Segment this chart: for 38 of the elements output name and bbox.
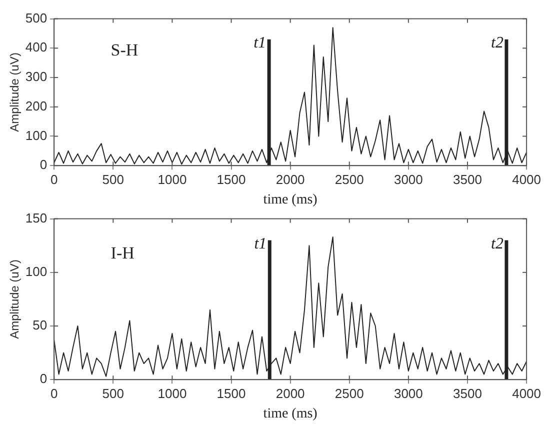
x-tick-label: 0 xyxy=(50,172,58,187)
y-axis-title: Amplitude (uV) xyxy=(8,52,22,132)
y-tick-label: 100 xyxy=(25,128,48,143)
annotation: S-H xyxy=(110,40,138,60)
series-label: t1 xyxy=(254,34,266,52)
x-tick-label: 500 xyxy=(102,386,124,401)
y-tick-label: 100 xyxy=(25,264,48,279)
x-tick-label: 3500 xyxy=(453,172,482,187)
x-tick-label: 3500 xyxy=(453,386,482,401)
x-tick-label: 1500 xyxy=(216,172,246,187)
annotation: I-H xyxy=(110,244,134,263)
x-tick-label: 4000 xyxy=(512,386,541,401)
x-tick-label: 2500 xyxy=(334,386,364,401)
x-tick-label: 2000 xyxy=(276,172,305,187)
x-tick-label: 4000 xyxy=(512,172,541,187)
y-tick-label: 150 xyxy=(25,210,48,226)
x-tick-label: 3000 xyxy=(394,172,423,187)
series-label: t1 xyxy=(254,235,267,252)
y-tick-label: 0 xyxy=(40,157,48,172)
y-tick-label: 400 xyxy=(25,40,48,55)
y-tick-label: 300 xyxy=(25,69,48,84)
x-tick-label: 1500 xyxy=(216,386,246,401)
x-tick-label: 500 xyxy=(102,172,124,187)
x-tick-label: 1000 xyxy=(158,386,187,401)
y-axis-title: Amplitude (uV) xyxy=(8,260,22,339)
x-tick-label: 2000 xyxy=(276,386,305,401)
x-axis-title: time (ms) xyxy=(263,192,318,208)
series-label: t2 xyxy=(491,235,504,252)
x-tick-label: 2500 xyxy=(334,172,364,187)
y-tick-label: 50 xyxy=(32,318,48,333)
x-tick-label: 1000 xyxy=(158,172,187,187)
x-axis-title: time (ms) xyxy=(263,406,318,422)
x-tick-label: 0 xyxy=(50,386,58,401)
series-label: t2 xyxy=(491,34,504,52)
y-tick-label: 500 xyxy=(25,10,48,26)
x-tick-label: 3000 xyxy=(394,386,423,401)
y-tick-label: 0 xyxy=(40,371,48,386)
y-tick-label: 200 xyxy=(25,98,48,114)
